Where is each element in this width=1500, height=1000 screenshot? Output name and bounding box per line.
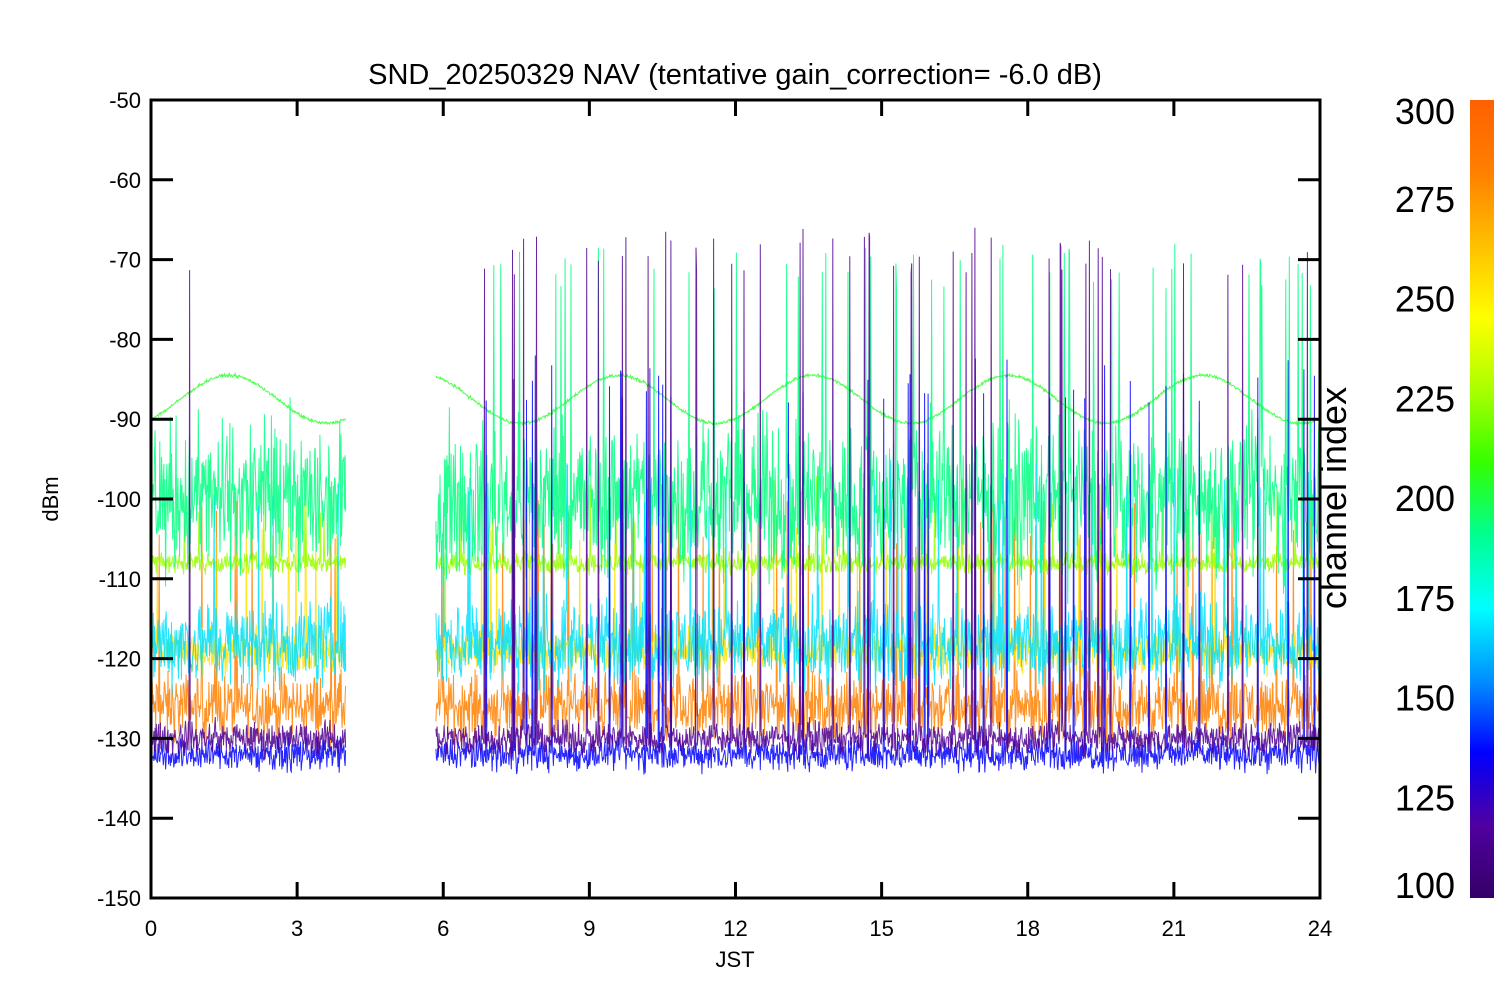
colorbar-tick-label: 125 [1395, 777, 1455, 818]
colorbar-tick-label: 150 [1395, 678, 1455, 719]
series-channel-180 [151, 460, 1320, 696]
y-tick-label: -100 [97, 487, 141, 512]
x-tick-label: 12 [723, 916, 747, 941]
y-tick-label: -80 [109, 327, 141, 352]
data-series-layer [151, 227, 1320, 775]
y-tick-label: -60 [109, 168, 141, 193]
axes: 0 3 6 9 12 15 18 21 24 -50 -60 -70 -80 -90 -100 -110 -12… [97, 88, 1332, 941]
x-tick-label: 3 [291, 916, 303, 941]
y-tick-label: -140 [97, 806, 141, 831]
series-channel-265 [151, 476, 1320, 577]
colorbar-tick-label: 225 [1395, 378, 1455, 419]
x-tick-label: 21 [1162, 916, 1186, 941]
x-tick-label: 24 [1308, 916, 1332, 941]
series-channel-110 [151, 227, 1320, 761]
colorbar-label: channel index [1313, 387, 1354, 609]
series-channel-135 [151, 355, 1320, 775]
series-channel-300 [151, 500, 1320, 750]
colorbar-tick-label: 300 [1395, 91, 1455, 132]
y-tick-label: -150 [97, 886, 141, 911]
x-tick-label: 15 [869, 916, 893, 941]
colorbar-tick-label: 200 [1395, 478, 1455, 519]
colorbar-tick-label: 100 [1395, 865, 1455, 906]
y-tick-label: -120 [97, 647, 141, 672]
y-tick-label: -90 [109, 407, 141, 432]
y-tick-label: -70 [109, 248, 141, 273]
x-tick-label: 6 [437, 916, 449, 941]
colorbar-tick-label: 250 [1395, 279, 1455, 320]
series-channel-240 [151, 371, 1320, 427]
colorbar-tick-label: 275 [1395, 179, 1455, 220]
chart-title: SND_20250329 NAV (tentative gain_correct… [368, 59, 1102, 91]
colorbar-tick-label: 175 [1395, 578, 1455, 619]
x-tick-label: 0 [145, 916, 157, 941]
x-tick-label: 9 [583, 916, 595, 941]
x-axis-label: JST [715, 947, 754, 972]
x-tick-label: 18 [1016, 916, 1040, 941]
y-axis-label: dBm [38, 476, 63, 521]
colorbar-gradient [1470, 100, 1494, 898]
colorbar: 100 125 150 175 200 225 250 275 300 [1395, 91, 1494, 906]
y-tick-label: -110 [99, 567, 141, 592]
y-tick-label: -50 [109, 88, 141, 113]
y-tick-label: -130 [97, 726, 141, 751]
series-channel-215 [151, 243, 1320, 604]
